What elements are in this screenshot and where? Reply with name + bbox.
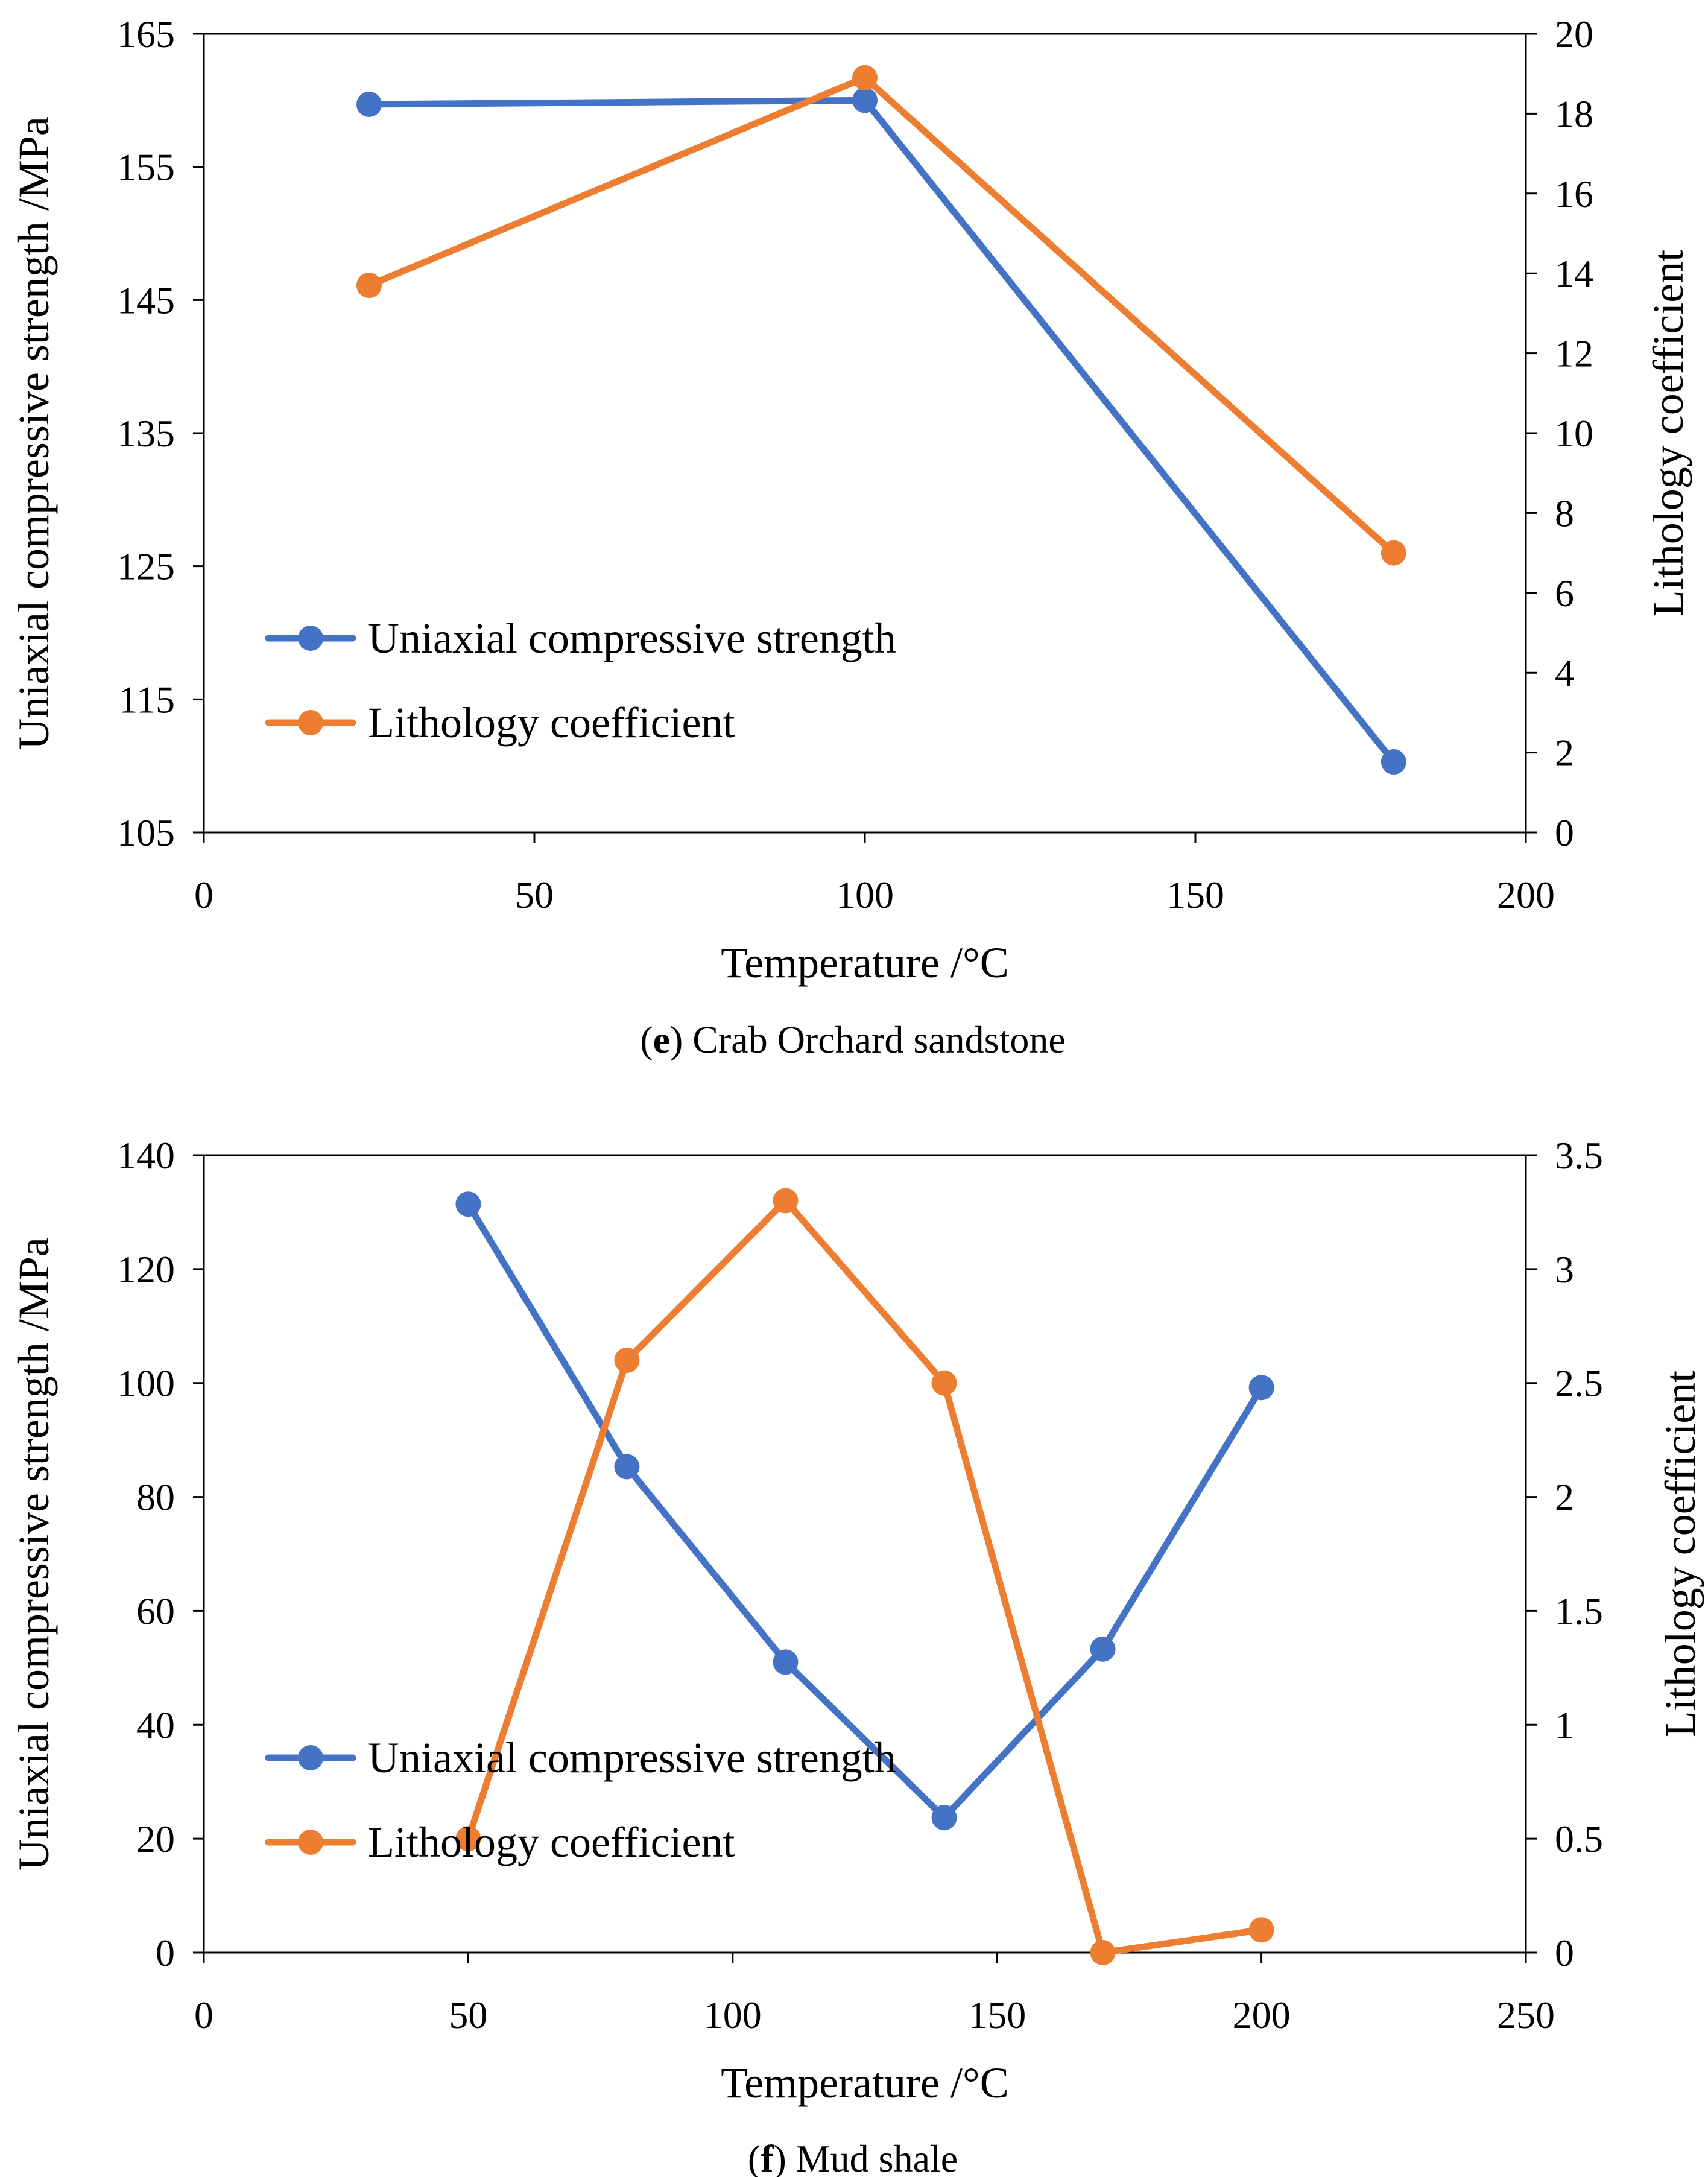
y2-tick-label: 20 xyxy=(1555,13,1593,55)
y2-tick-label: 0 xyxy=(1555,811,1574,854)
x-tick-label: 200 xyxy=(1497,873,1555,916)
series-1-point xyxy=(1090,1636,1116,1662)
y2-tick-label: 12 xyxy=(1555,332,1593,375)
series-2-point xyxy=(1248,1917,1274,1943)
y2-tick-label: 0.5 xyxy=(1555,1817,1603,1860)
x-tick-label: 50 xyxy=(515,873,554,916)
series-2-point xyxy=(356,273,382,299)
series-1-point xyxy=(614,1454,640,1480)
chart-e: 0 50 100 150 200 105 115 125 135 145 155 165 0 2 4 6 8 10… xyxy=(10,13,1692,1061)
series-1-point xyxy=(356,91,382,117)
y2-tick-label: 0 xyxy=(1555,1931,1574,1974)
legend-marker-1 xyxy=(298,626,323,651)
caption-letter: e xyxy=(653,1018,670,1061)
series-2-point xyxy=(1090,1940,1116,1965)
y-tick-label: 60 xyxy=(136,1589,175,1632)
caption-letter: f xyxy=(761,2137,774,2177)
series-line-2 xyxy=(365,74,1397,557)
y2-tick-label: 10 xyxy=(1555,412,1593,455)
y-axis-title: Uniaxial compressive strength /MPa xyxy=(10,116,58,750)
x-tick-label: 200 xyxy=(1233,1994,1291,2036)
series-line-2 xyxy=(464,1197,1265,1956)
legend-label-2: Lithology coefficient xyxy=(368,1818,735,1866)
y-tick-label: 80 xyxy=(136,1476,175,1519)
legend-label-1: Uniaxial compressive strength xyxy=(368,614,896,662)
series-line-1 xyxy=(365,97,1397,765)
figure-caption: (e) Crab Orchard sandstone xyxy=(640,1018,1066,1061)
series-2-point xyxy=(614,1347,640,1373)
series-1-point xyxy=(1248,1375,1274,1401)
legend-marker-1 xyxy=(298,1745,323,1770)
x-tick-label: 0 xyxy=(194,1994,214,2036)
y-tick-label: 115 xyxy=(118,678,175,721)
y-tick-label: 165 xyxy=(117,13,175,55)
y2-tick-label: 14 xyxy=(1555,252,1593,295)
series-2-point xyxy=(773,1188,799,1214)
y2-tick-label: 1.5 xyxy=(1555,1589,1603,1632)
y-tick-label: 40 xyxy=(136,1703,175,1746)
caption-text: Crab Orchard sandstone xyxy=(692,1018,1065,1061)
series-1-point xyxy=(852,87,878,113)
legend-marker-2 xyxy=(298,1830,323,1855)
series-2-point xyxy=(931,1370,957,1396)
x-tick-label: 250 xyxy=(1497,1994,1555,2036)
y2-axis-title: Lithology coefficient xyxy=(1644,250,1692,616)
figure-caption: (f) Mud shale xyxy=(748,2137,958,2177)
y-tick-label: 100 xyxy=(117,1362,175,1405)
x-tick-label: 0 xyxy=(194,873,214,916)
y2-axis-title: Lithology coefficient xyxy=(1656,1371,1704,1737)
y2-tick-label: 4 xyxy=(1555,651,1574,694)
y-tick-label: 20 xyxy=(136,1817,175,1860)
legend-label-1: Uniaxial compressive strength xyxy=(368,1734,896,1782)
y-tick-label: 135 xyxy=(117,412,175,455)
y2-tick-label: 16 xyxy=(1555,173,1593,215)
caption-text: Mud shale xyxy=(796,2137,958,2177)
x-tick-label: 150 xyxy=(1166,873,1224,916)
legend-marker-2 xyxy=(298,710,323,735)
y2-tick-label: 1 xyxy=(1555,1703,1574,1746)
y-tick-label: 125 xyxy=(117,545,175,588)
series-1-point xyxy=(455,1191,481,1217)
y2-tick-label: 3.5 xyxy=(1555,1134,1603,1177)
chart-f: 0 50 100 150 200 25002040608010012014000.511.… xyxy=(10,1134,1704,2177)
plot-area-frame xyxy=(203,1154,1527,1954)
y-tick-label: 105 xyxy=(117,811,175,854)
y2-tick-label: 2 xyxy=(1555,1476,1574,1519)
x-tick-label: 150 xyxy=(968,1994,1026,2036)
x-tick-label: 100 xyxy=(836,873,894,916)
y-tick-label: 145 xyxy=(117,279,175,322)
series-2-point xyxy=(455,1826,481,1852)
series-line-1 xyxy=(464,1200,1265,1821)
y2-tick-label: 3 xyxy=(1555,1248,1574,1291)
x-axis-title: Temperature /°C xyxy=(721,939,1009,987)
y2-tick-label: 2 xyxy=(1555,732,1574,775)
x-tick-label: 50 xyxy=(449,1994,487,2036)
y-tick-label: 140 xyxy=(117,1134,175,1177)
legend-label-2: Lithology coefficient xyxy=(368,699,735,747)
y-tick-label: 0 xyxy=(156,1931,175,1974)
x-tick-label: 100 xyxy=(704,1994,762,2036)
x-axis-title: Temperature /°C xyxy=(721,2059,1009,2107)
series-1-point xyxy=(931,1805,957,1831)
y2-tick-label: 6 xyxy=(1555,572,1574,615)
y-tick-label: 120 xyxy=(117,1248,175,1291)
y2-tick-label: 18 xyxy=(1555,92,1593,135)
y-tick-label: 155 xyxy=(117,146,175,189)
series-2-point xyxy=(852,65,878,90)
y2-tick-label: 8 xyxy=(1555,492,1574,534)
series-1-point xyxy=(1381,749,1406,775)
y2-tick-label: 2.5 xyxy=(1555,1362,1603,1405)
series-2-point xyxy=(1381,540,1406,566)
series-1-point xyxy=(773,1649,799,1675)
y-axis-title: Uniaxial compressive strength /MPa xyxy=(10,1237,58,1871)
